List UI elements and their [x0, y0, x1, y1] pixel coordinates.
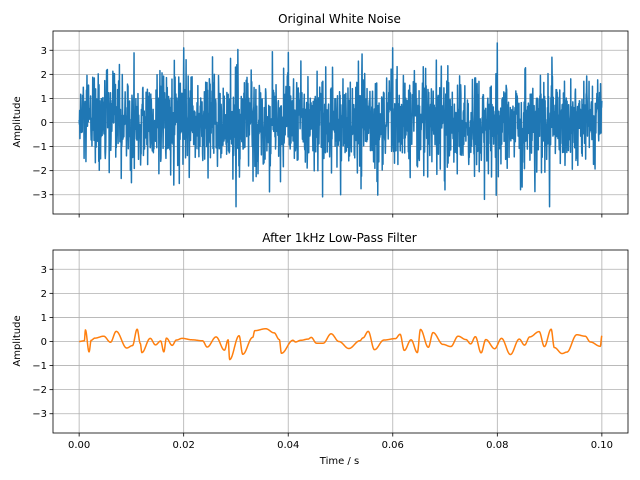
bottom-y-tick-label: 3 [41, 265, 47, 276]
bottom-x-tick-label: 0.06 [382, 440, 404, 451]
bottom-y-ticks: −3 −2 −1 0 1 2 3 [32, 265, 53, 420]
bottom-x-tick-label: 0.08 [486, 440, 508, 451]
top-y-tick-label: 2 [41, 70, 47, 81]
top-y-tick-label: 3 [41, 46, 47, 57]
x-axis-label: Time / s [319, 456, 359, 467]
top-y-tick-label: 0 [41, 118, 47, 129]
bottom-y-tick-label: 0 [41, 337, 47, 348]
bottom-y-tick-label: −2 [32, 385, 47, 396]
top-series [78, 42, 603, 208]
bottom-subplot: After 1kHz Low-Pass Filter Amplitude Tim… [12, 231, 629, 467]
bottom-x-tick-label: 0.04 [277, 440, 299, 451]
bottom-y-tick-label: −3 [32, 409, 47, 420]
bottom-chart-title: After 1kHz Low-Pass Filter [262, 231, 416, 245]
bottom-series-line [78, 327, 603, 361]
top-y-tick-label: −2 [32, 166, 47, 177]
bottom-y-axis-label: Amplitude [12, 315, 23, 366]
top-subplot: Original White Noise Amplitude −3 −2 −1 0 1 2… [12, 12, 629, 218]
bottom-x-ticks: 0.00 0.02 0.04 0.06 0.08 0.10 [68, 433, 613, 451]
top-y-ticks: −3 −2 −1 0 1 2 3 [32, 46, 53, 201]
bottom-x-tick-label: 0.10 [591, 440, 613, 451]
top-chart-title: Original White Noise [278, 12, 401, 26]
bottom-y-tick-label: 1 [41, 313, 47, 324]
bottom-x-tick-label: 0.02 [173, 440, 195, 451]
top-series-line [78, 42, 603, 208]
top-y-tick-label: −3 [32, 190, 47, 201]
top-y-tick-label: −1 [32, 142, 47, 153]
bottom-series [78, 327, 603, 361]
top-x-ticks [78, 214, 603, 218]
top-y-axis-label: Amplitude [12, 96, 23, 147]
bottom-y-tick-label: −1 [32, 361, 47, 372]
top-y-tick-label: 1 [41, 94, 47, 105]
bottom-y-tick-label: 2 [41, 289, 47, 300]
bottom-grid [53, 250, 628, 433]
bottom-x-tick-label: 0.00 [68, 440, 90, 451]
